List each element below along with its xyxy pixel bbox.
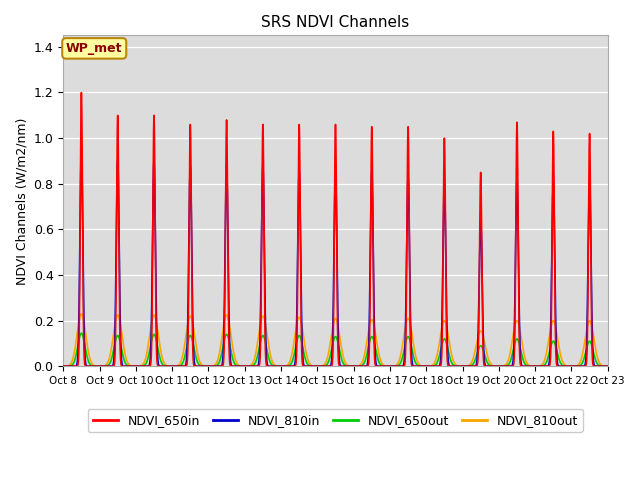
NDVI_810out — [170, 363, 178, 369]
NDVI_810in — [176, 363, 184, 369]
NDVI_810in — [602, 363, 610, 369]
NDVI_650in — [60, 363, 67, 369]
NDVI_810in — [77, 147, 85, 153]
NDVI_650in — [459, 363, 467, 369]
NDVI_650out — [602, 363, 610, 369]
NDVI_810in — [411, 363, 419, 369]
NDVI_650in — [263, 363, 271, 369]
NDVI_650out — [170, 363, 178, 369]
NDVI_810in — [459, 363, 467, 369]
Text: WP_met: WP_met — [66, 42, 122, 55]
Line: NDVI_650out: NDVI_650out — [63, 333, 608, 366]
NDVI_810out — [263, 332, 271, 338]
NDVI_810in — [263, 360, 271, 366]
NDVI_650out — [263, 348, 271, 354]
NDVI_650out — [60, 363, 67, 369]
NDVI_810out — [604, 363, 612, 369]
NDVI_650in — [604, 363, 612, 369]
Y-axis label: NDVI Channels (W/m2/nm): NDVI Channels (W/m2/nm) — [15, 117, 28, 285]
Line: NDVI_650in: NDVI_650in — [63, 93, 608, 366]
NDVI_650out — [488, 363, 496, 369]
NDVI_810out — [488, 362, 496, 368]
NDVI_650in — [488, 363, 496, 369]
NDVI_650out — [411, 358, 419, 363]
NDVI_650in — [77, 90, 85, 96]
NDVI_810in — [604, 363, 612, 369]
NDVI_810out — [60, 363, 67, 369]
Line: NDVI_810in: NDVI_810in — [63, 150, 608, 366]
NDVI_650in — [176, 363, 184, 369]
NDVI_810out — [176, 360, 184, 366]
NDVI_810in — [488, 363, 496, 369]
NDVI_650out — [459, 363, 467, 369]
Legend: NDVI_650in, NDVI_810in, NDVI_650out, NDVI_810out: NDVI_650in, NDVI_810in, NDVI_650out, NDV… — [88, 409, 583, 432]
NDVI_650in — [170, 363, 178, 369]
NDVI_650in — [602, 363, 610, 369]
NDVI_650out — [77, 330, 85, 336]
NDVI_650out — [604, 363, 612, 369]
NDVI_650out — [176, 363, 184, 369]
NDVI_810out — [411, 348, 419, 353]
NDVI_810out — [459, 363, 467, 369]
NDVI_810out — [77, 311, 85, 317]
NDVI_810in — [170, 363, 178, 369]
NDVI_810in — [60, 363, 67, 369]
NDVI_650in — [411, 363, 419, 369]
NDVI_810out — [602, 363, 610, 369]
Title: SRS NDVI Channels: SRS NDVI Channels — [261, 15, 410, 30]
Line: NDVI_810out: NDVI_810out — [63, 314, 608, 366]
